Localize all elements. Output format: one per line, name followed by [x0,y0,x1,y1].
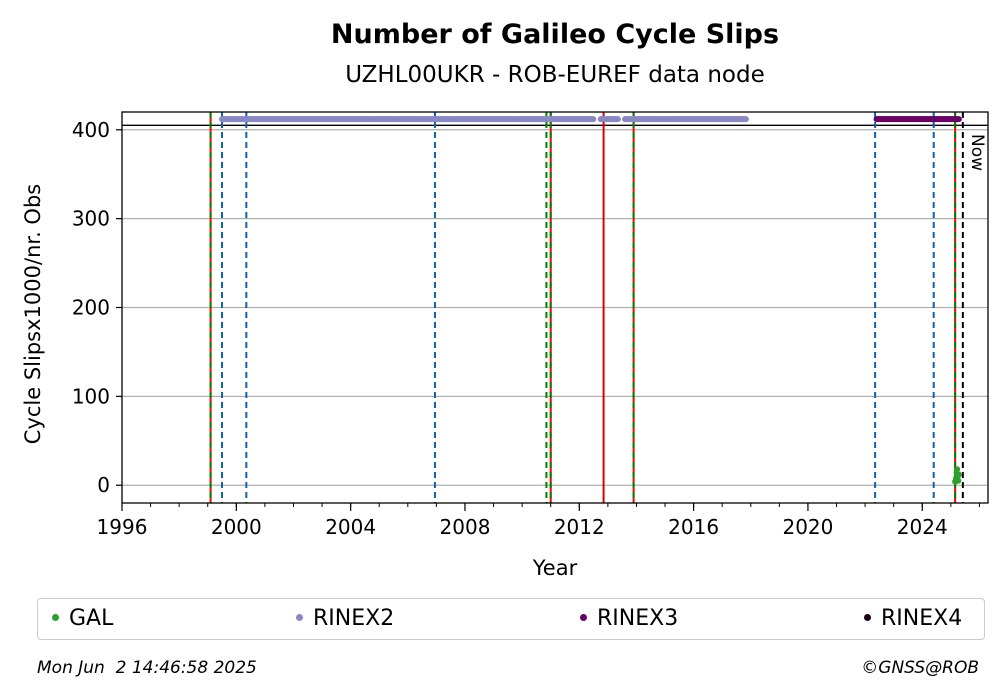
vertical-event-lines [209,112,964,503]
legend-marker [580,613,587,621]
legend-item-rinex4: RINEX4 [864,607,962,631]
footer-credit: ©GNSS@ROB [861,658,979,678]
data-point-gal [955,477,962,484]
now-marker-label: Now [967,134,987,171]
data-point-rinex2 [590,116,597,123]
x-tick-label: 1996 [97,515,148,539]
data-point-gal [955,471,962,478]
y-tick-label: 0 [97,473,110,497]
x-tick-label: 2020 [782,515,833,539]
y-tick-label: 300 [72,207,110,231]
x-tick-label: 2008 [440,515,491,539]
x-tick-label: 2004 [325,515,376,539]
chart-subtitle: UZHL00UKR - ROB-EUREF data node [345,62,764,88]
legend-label: GAL [69,606,114,631]
data-points [219,116,962,485]
legend-item-rinex3: RINEX3 [580,607,678,631]
y-tick-label: 200 [72,296,110,320]
footer-timestamp: Mon Jun 2 14:46:58 2025 [37,658,257,678]
y-tick-label: 100 [72,384,110,408]
y-tick-label: 400 [72,118,110,142]
x-tick-label: 2016 [668,515,719,539]
x-tick-label: 2000 [211,515,262,539]
data-point-rinex2 [614,116,621,123]
data-point-gal [954,466,961,473]
legend-label: RINEX2 [313,606,395,631]
y-axis-label: Cycle Slipsx1000/nr. Obs [21,184,45,444]
grid [122,124,988,486]
legend-marker [52,613,59,621]
axis-ticks: 0 100 200 300 400 1996 2000 2004 2008 2012 2016 202… [72,118,980,539]
x-tick-label: 2024 [897,515,948,539]
x-axis-label: Year [532,556,578,580]
data-point-rinex2 [742,116,749,123]
legend-label: RINEX4 [881,606,963,631]
data-point-rinex3 [955,116,962,123]
x-tick-label: 2012 [554,515,605,539]
legend-item-rinex2: RINEX2 [296,607,394,631]
chart-title: Number of Galileo Cycle Slips [331,19,779,50]
legend-label: RINEX3 [597,606,679,631]
legend-marker [864,613,871,621]
legend-item-gal: GAL [52,607,113,631]
legend: GAL RINEX2 RINEX3 RINEX4 [37,598,985,640]
legend-marker [296,613,303,621]
